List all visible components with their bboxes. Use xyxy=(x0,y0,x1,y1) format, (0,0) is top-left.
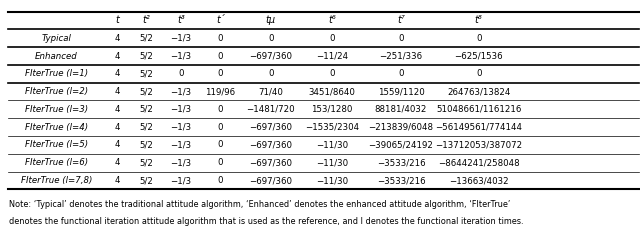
Text: t⁶: t⁶ xyxy=(328,15,336,25)
Text: −11/30: −11/30 xyxy=(316,158,348,167)
Text: 0: 0 xyxy=(268,34,273,43)
Text: −39065/24192: −39065/24192 xyxy=(369,140,433,149)
Text: 0: 0 xyxy=(218,123,223,132)
Text: FIterTrue (l=6): FIterTrue (l=6) xyxy=(25,158,88,167)
Text: −11/24: −11/24 xyxy=(316,52,348,61)
Text: 4: 4 xyxy=(115,176,120,185)
Text: 5/2: 5/2 xyxy=(139,105,153,114)
Text: 88181/4032: 88181/4032 xyxy=(375,105,427,114)
Text: 5/2: 5/2 xyxy=(139,176,153,185)
Text: 0: 0 xyxy=(398,69,404,78)
Text: −11/30: −11/30 xyxy=(316,176,348,185)
Text: 5/2: 5/2 xyxy=(139,140,153,149)
Text: −1/3: −1/3 xyxy=(170,123,192,132)
Text: −1481/720: −1481/720 xyxy=(246,105,295,114)
Text: −697/360: −697/360 xyxy=(249,52,292,61)
Text: −8644241/258048: −8644241/258048 xyxy=(438,158,520,167)
Text: 4: 4 xyxy=(115,87,120,96)
Text: 0: 0 xyxy=(268,69,273,78)
Text: 0: 0 xyxy=(179,69,184,78)
Text: −1/3: −1/3 xyxy=(170,176,192,185)
Text: −697/360: −697/360 xyxy=(249,176,292,185)
Text: −697/360: −697/360 xyxy=(249,140,292,149)
Text: −1535/2304: −1535/2304 xyxy=(305,123,359,132)
Text: 3451/8640: 3451/8640 xyxy=(308,87,356,96)
Text: −251/336: −251/336 xyxy=(380,52,422,61)
Text: 4: 4 xyxy=(115,69,120,78)
Text: 153/1280: 153/1280 xyxy=(312,105,353,114)
Text: FIterTrue (l=5): FIterTrue (l=5) xyxy=(25,140,88,149)
Text: −697/360: −697/360 xyxy=(249,123,292,132)
Text: −11/30: −11/30 xyxy=(316,140,348,149)
Text: 1559/1120: 1559/1120 xyxy=(378,87,424,96)
Text: tµ: tµ xyxy=(266,15,276,25)
Text: 4: 4 xyxy=(115,158,120,167)
Text: denotes the functional iteration attitude algorithm that is used as the referenc: denotes the functional iteration attitud… xyxy=(9,217,524,226)
Text: −213839/6048: −213839/6048 xyxy=(369,123,433,132)
Text: −625/1536: −625/1536 xyxy=(454,52,503,61)
Text: 4: 4 xyxy=(115,34,120,43)
Text: FIterTrue (l=2): FIterTrue (l=2) xyxy=(25,87,88,96)
Text: 0: 0 xyxy=(218,69,223,78)
Text: Note: ‘Typical’ denotes the traditional attitude algorithm, ‘Enhanced’ denotes t: Note: ‘Typical’ denotes the traditional … xyxy=(9,200,510,209)
Text: −13712053/387072: −13712053/387072 xyxy=(435,140,522,149)
Text: 5/2: 5/2 xyxy=(139,87,153,96)
Text: 5/2: 5/2 xyxy=(139,123,153,132)
Text: −1/3: −1/3 xyxy=(170,140,192,149)
Text: Enhanced: Enhanced xyxy=(35,52,77,61)
Text: −1/3: −1/3 xyxy=(170,105,192,114)
Text: 0: 0 xyxy=(218,140,223,149)
Text: t´: t´ xyxy=(216,15,225,25)
Text: 4: 4 xyxy=(115,52,120,61)
Text: 4: 4 xyxy=(115,105,120,114)
Text: FIterTrue (l=3): FIterTrue (l=3) xyxy=(25,105,88,114)
Text: −56149561/774144: −56149561/774144 xyxy=(435,123,522,132)
Text: 0: 0 xyxy=(218,52,223,61)
Text: t³: t³ xyxy=(177,15,185,25)
Text: t⁸: t⁸ xyxy=(475,15,483,25)
Text: 4: 4 xyxy=(115,123,120,132)
Text: t²: t² xyxy=(142,15,150,25)
Text: 4: 4 xyxy=(115,140,120,149)
Text: −3533/216: −3533/216 xyxy=(377,158,425,167)
Text: t⁷: t⁷ xyxy=(397,15,405,25)
Text: FIterTrue (l=7,8): FIterTrue (l=7,8) xyxy=(20,176,92,185)
Text: 51048661/1161216: 51048661/1161216 xyxy=(436,105,522,114)
Text: 0: 0 xyxy=(330,34,335,43)
Text: −1/3: −1/3 xyxy=(170,158,192,167)
Text: −3533/216: −3533/216 xyxy=(377,176,425,185)
Text: 0: 0 xyxy=(330,69,335,78)
Text: −1/3: −1/3 xyxy=(170,87,192,96)
Text: 0: 0 xyxy=(218,158,223,167)
Text: −13663/4032: −13663/4032 xyxy=(449,176,509,185)
Text: 5/2: 5/2 xyxy=(139,52,153,61)
Text: 71/40: 71/40 xyxy=(259,87,283,96)
Text: 0: 0 xyxy=(218,176,223,185)
Text: −1/3: −1/3 xyxy=(170,34,192,43)
Text: 5/2: 5/2 xyxy=(139,158,153,167)
Text: Typical: Typical xyxy=(42,34,71,43)
Text: 264763/13824: 264763/13824 xyxy=(447,87,511,96)
Text: FIterTrue (l=1): FIterTrue (l=1) xyxy=(25,69,88,78)
Text: 0: 0 xyxy=(218,34,223,43)
Text: 5/2: 5/2 xyxy=(139,69,153,78)
Text: 5/2: 5/2 xyxy=(139,34,153,43)
Text: 0: 0 xyxy=(476,34,481,43)
Text: FIterTrue (l=4): FIterTrue (l=4) xyxy=(25,123,88,132)
Text: 0: 0 xyxy=(398,34,404,43)
Text: 0: 0 xyxy=(218,105,223,114)
Text: −1/3: −1/3 xyxy=(170,52,192,61)
Text: −697/360: −697/360 xyxy=(249,158,292,167)
Text: 119/96: 119/96 xyxy=(205,87,236,96)
Text: 0: 0 xyxy=(476,69,481,78)
Text: t: t xyxy=(115,15,119,25)
